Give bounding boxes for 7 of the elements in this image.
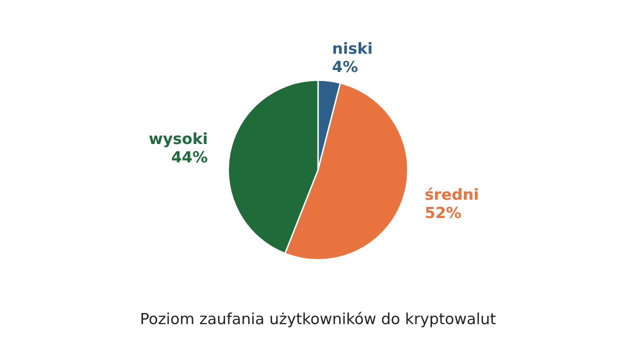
text: Poziom zaufania użytkowników do kryptowalut: [142, 312, 496, 328]
slice-label: średni: [426, 188, 478, 200]
data-label: 52%: [426, 206, 461, 218]
data-label: 44%: [172, 151, 208, 163]
data-label: 4%: [332, 60, 358, 72]
slice-label: niski: [333, 42, 372, 54]
slice-label: wysoki: [149, 132, 207, 148]
